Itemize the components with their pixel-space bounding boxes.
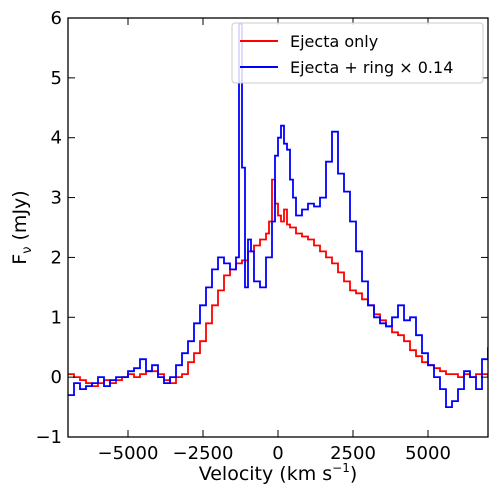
series-line-0 (68, 178, 488, 387)
x-tick-label: 0 (272, 443, 283, 464)
x-tick-label: −5000 (98, 443, 159, 464)
y-axis-label: Fν (mJy) (9, 190, 35, 264)
y-tick-label: 5 (51, 68, 62, 89)
legend-label-ejecta-only: Ejecta only (290, 32, 378, 51)
y-tick-label: 3 (51, 188, 62, 209)
series-line-1 (68, 23, 488, 408)
y-tick-label: 6 (51, 8, 62, 29)
legend-box (231, 22, 484, 84)
x-tick-label: −2500 (173, 443, 234, 464)
y-tick-label: −1 (35, 427, 62, 448)
x-tick-label: 5000 (405, 443, 451, 464)
y-tick-label: 1 (51, 307, 62, 328)
plot-lines (68, 23, 488, 408)
y-tick-label: 4 (51, 128, 62, 149)
legend-label-ejecta-ring: Ejecta + ring × 0.14 (290, 58, 453, 77)
tick-labels: −5000 −2500 0 2500 5000 −1 0 1 2 3 4 5 6 (35, 8, 450, 464)
y-tick-label: 2 (51, 247, 62, 268)
x-tick-label: 2500 (330, 443, 376, 464)
x-axis-label: Velocity (km s−1) (199, 461, 358, 485)
y-tick-label: 0 (51, 367, 62, 388)
legend: Ejecta only Ejecta + ring × 0.14 (231, 22, 484, 84)
